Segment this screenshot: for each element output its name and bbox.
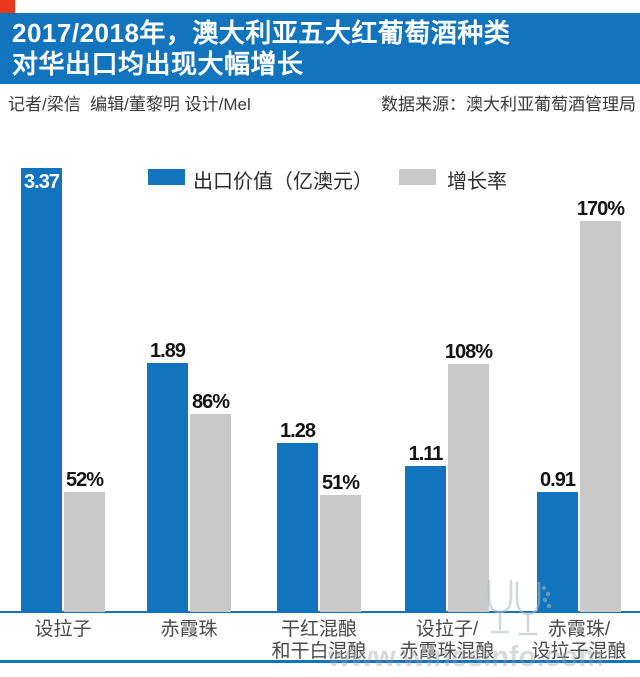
red-corner-square [0, 0, 15, 13]
export-value-bar [277, 443, 318, 612]
bar-value-label: 52% [65, 469, 104, 491]
growth-rate-bar [448, 364, 489, 612]
bottom-rule [0, 660, 640, 663]
bar-value-label: 1.28 [280, 420, 316, 442]
baseline-axis [0, 611, 640, 613]
bar-value-label: 1.89 [150, 340, 186, 362]
export-value-bar [147, 363, 188, 612]
category-label: 干红混酿 和干白混酿 [271, 619, 367, 662]
bar-value-label: 0.91 [540, 469, 576, 491]
legend-label-growth-rate: 增长率 [447, 171, 507, 193]
byline-credits: 记者/梁信 编辑/董黎明 设计/Mel [8, 95, 251, 114]
export-value-bar [537, 492, 578, 612]
legend-swatch-growth-rate [399, 169, 436, 185]
header: 2017/2018年，澳大利亚五大红葡萄酒种类 对华出口均出现大幅增长 [0, 13, 640, 84]
category-label: 设拉子 [34, 619, 92, 640]
legend-label-export-value: 出口价值（亿澳元） [193, 171, 373, 193]
category-label: 设拉子/赤霞珠混酿 [399, 619, 495, 662]
legend-swatch-export-value [148, 169, 185, 185]
category-label: 赤霞珠/设拉子混酿 [531, 619, 627, 662]
bar-value-label: 170% [576, 198, 625, 220]
page-title-line-2: 对华出口均出现大幅增长 [12, 49, 304, 79]
growth-rate-bar [580, 221, 621, 612]
export-value-bar [21, 168, 62, 612]
growth-rate-bar [320, 495, 361, 612]
bar-value-label: 108% [444, 341, 493, 363]
category-label: 赤霞珠 [160, 619, 218, 640]
watermark-url: www.winesinfo.com [328, 641, 605, 673]
page-title-line-1: 2017/2018年，澳大利亚五大红葡萄酒种类 [12, 18, 511, 48]
growth-rate-bar [190, 414, 231, 612]
bar-value-label: 51% [321, 472, 360, 494]
bar-value-label: 1.11 [408, 443, 444, 465]
growth-rate-bar [64, 492, 105, 612]
bar-value-label: 86% [191, 391, 230, 413]
data-source: 数据来源：澳大利亚葡萄酒管理局 [381, 95, 636, 114]
export-value-bar [405, 466, 446, 612]
byline-row: 记者/梁信 编辑/董黎明 设计/Mel 数据来源：澳大利亚葡萄酒管理局 [0, 90, 640, 114]
wine-glasses-watermark-icon [487, 580, 552, 636]
bar-value-label: 3.37 [24, 171, 60, 193]
